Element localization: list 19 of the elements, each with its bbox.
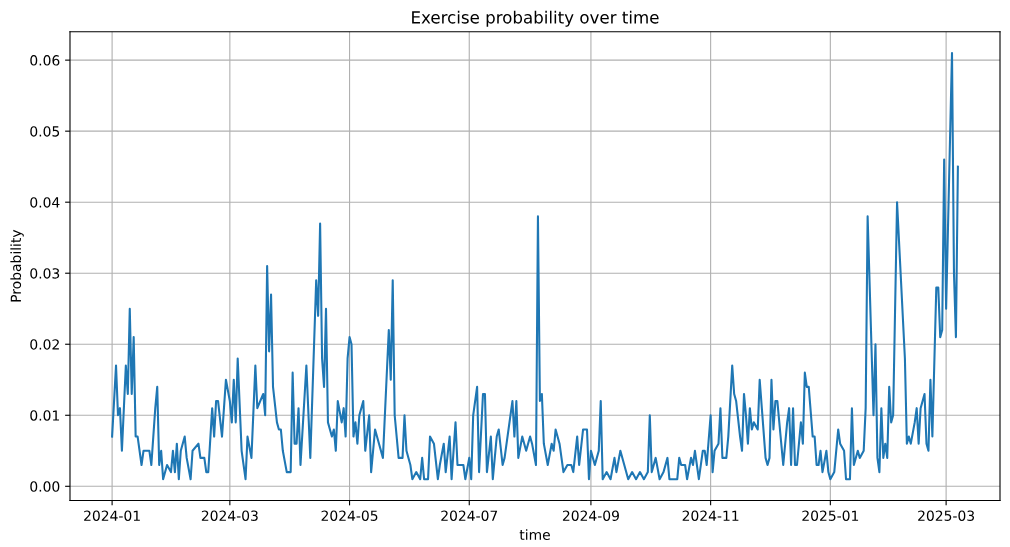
x-tick-label: 2024-01: [84, 510, 140, 521]
x-tick-label: 2024-11: [682, 510, 739, 521]
y-tick-label: 0.06: [30, 55, 60, 66]
line-series: [111, 51, 959, 481]
x-tick-label: 2025-03: [918, 510, 975, 521]
y-tick-label: 0.04: [30, 197, 60, 208]
chart-title: Exercise probability over time: [412, 10, 659, 27]
x-tick-label: 2024-09: [562, 510, 619, 521]
x-tick-label: 2025-01: [802, 510, 859, 521]
y-axis-title: Probability: [10, 229, 24, 302]
y-tick-label: 0.02: [30, 339, 59, 350]
y-tick-label: 0.03: [30, 268, 60, 279]
x-axis-title: time: [519, 529, 550, 540]
x-tick-label: 2024-07: [441, 510, 498, 521]
y-tick-label: 0.05: [30, 126, 60, 137]
y-tick-label: 0.01: [30, 410, 59, 421]
x-tick-label: 2024-03: [201, 510, 258, 521]
x-tick-label: 2024-05: [321, 510, 378, 521]
y-tick-label: 0.00: [30, 481, 60, 492]
